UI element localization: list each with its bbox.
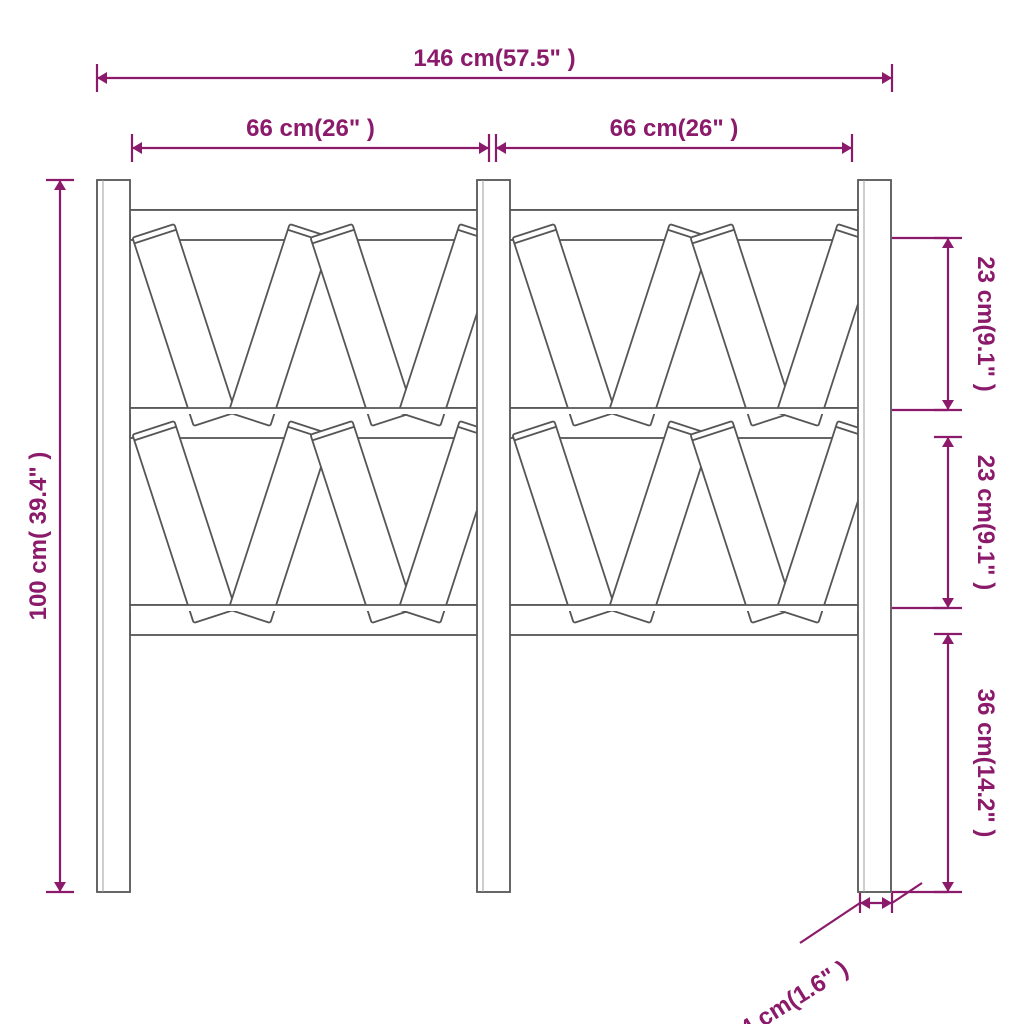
arrowhead (882, 72, 892, 84)
arrowhead (54, 882, 66, 892)
dim-row1-label: 23 cm(9.1" ) (972, 256, 999, 391)
arrowhead (54, 180, 66, 190)
slat (310, 421, 413, 623)
arrowhead (942, 437, 954, 447)
arrowhead (942, 882, 954, 892)
dim-panel-left-label: 66 cm(26" ) (246, 115, 375, 142)
dim-panel-right-label: 66 cm(26" ) (610, 115, 739, 142)
arrowhead (496, 142, 506, 154)
slat (310, 224, 413, 426)
arrowhead (479, 142, 489, 154)
arrowhead (842, 142, 852, 154)
slat (690, 224, 793, 426)
slat (512, 224, 615, 426)
arrowhead (97, 72, 107, 84)
arrowhead (942, 634, 954, 644)
dim-total-width-label: 146 cm(57.5" ) (413, 45, 575, 72)
dim-thickness-label: 4 cm(1.6" ) (735, 955, 853, 1024)
arrowhead (882, 897, 892, 909)
post (477, 180, 510, 892)
arrowhead (942, 238, 954, 248)
arrowhead (132, 142, 142, 154)
dim-thickness (800, 903, 860, 943)
post (858, 180, 891, 892)
arrowhead (942, 598, 954, 608)
dim-leg-label: 36 cm(14.2" ) (972, 689, 999, 838)
slat (132, 421, 235, 623)
arrowhead (860, 897, 870, 909)
slat (512, 421, 615, 623)
dim-total-height-label: 100 cm( 39.4" ) (25, 452, 52, 621)
post (97, 180, 130, 892)
slat (690, 421, 793, 623)
slat (132, 224, 235, 426)
dim-row2-label: 23 cm(9.1" ) (972, 455, 999, 590)
arrowhead (942, 400, 954, 410)
